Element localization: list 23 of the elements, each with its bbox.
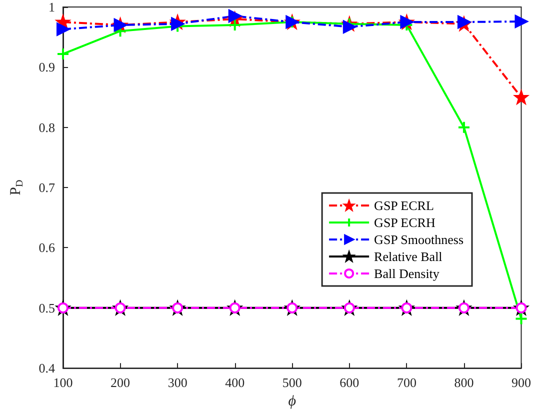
y-tick-label: 0.7 (38, 180, 56, 196)
y-tick-label: 1 (48, 0, 55, 14)
x-tick-label: 900 (512, 375, 531, 390)
x-tick-label: 700 (396, 375, 416, 390)
legend-label: GSP Smoothness (374, 232, 464, 247)
x-tick-label: 500 (282, 375, 302, 390)
y-tick-label: 0.5 (38, 300, 55, 316)
x-tick-label: 800 (454, 375, 474, 390)
legend-label: GSP ECRH (374, 215, 436, 230)
y-tick-label: 0.4 (38, 360, 56, 376)
y-tick-label: 0.6 (38, 240, 56, 256)
legend-label: Relative Ball (374, 249, 443, 264)
x-tick-label: 200 (110, 375, 130, 390)
y-tick-label: 0.9 (38, 60, 55, 75)
x-axis-title: ϕ (288, 394, 296, 410)
legend-label: Ball Density (374, 266, 440, 281)
x-tick-label: 400 (225, 375, 245, 390)
x-tick-label: 100 (53, 375, 73, 390)
y-tick-label: 0.8 (38, 120, 55, 135)
x-tick-label: 600 (340, 375, 360, 390)
legend-label: GSP ECRL (374, 198, 434, 213)
x-tick-label: 300 (168, 375, 188, 390)
y-axis-title: PD (8, 180, 26, 196)
